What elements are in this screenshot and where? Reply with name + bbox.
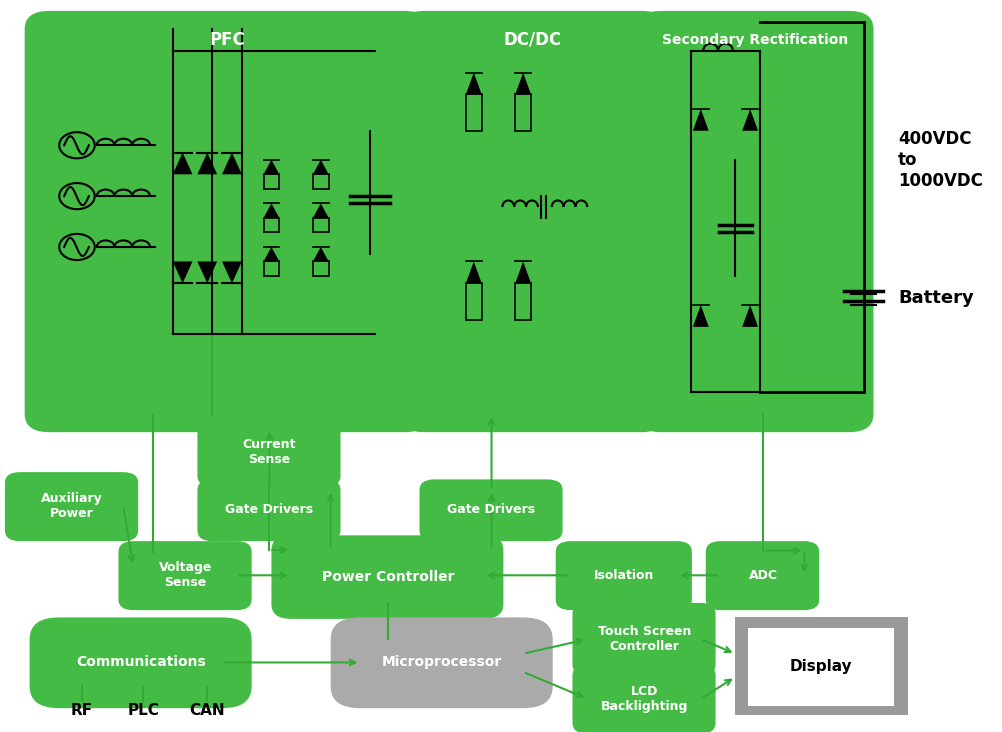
FancyBboxPatch shape [197, 418, 341, 487]
Text: Display: Display [790, 660, 853, 674]
Bar [466, 94, 482, 131]
Text: Current
Sense: Current Sense [242, 438, 297, 466]
Polygon shape [222, 152, 241, 174]
Polygon shape [264, 247, 280, 261]
Text: Gate Drivers: Gate Drivers [225, 504, 314, 516]
Text: Touch Screen
Controller: Touch Screen Controller [598, 625, 691, 653]
Polygon shape [515, 72, 531, 94]
Polygon shape [515, 261, 531, 283]
Polygon shape [693, 305, 708, 327]
Bar [313, 218, 329, 233]
Text: RF: RF [71, 703, 93, 718]
Text: CAN: CAN [189, 703, 225, 718]
Bar [748, 627, 894, 706]
Bar [264, 174, 280, 189]
Bar [515, 94, 531, 131]
Text: Communications: Communications [76, 655, 206, 670]
FancyBboxPatch shape [118, 541, 252, 610]
Bar [735, 617, 908, 715]
Bar [264, 261, 280, 276]
Polygon shape [264, 160, 280, 174]
FancyBboxPatch shape [705, 541, 820, 610]
FancyBboxPatch shape [30, 617, 252, 708]
Text: 400VDC
to
1000VDC: 400VDC to 1000VDC [898, 130, 983, 190]
Polygon shape [197, 261, 217, 283]
Polygon shape [693, 109, 708, 131]
Text: Power Controller: Power Controller [322, 570, 454, 584]
Polygon shape [742, 109, 759, 131]
Polygon shape [222, 261, 241, 283]
FancyBboxPatch shape [331, 617, 553, 708]
Bar [515, 283, 531, 320]
FancyBboxPatch shape [272, 535, 503, 619]
FancyBboxPatch shape [197, 479, 341, 541]
Polygon shape [742, 305, 759, 327]
Text: Gate Drivers: Gate Drivers [448, 504, 536, 516]
Text: Isolation: Isolation [593, 569, 654, 582]
Polygon shape [466, 261, 482, 283]
Bar [313, 261, 329, 276]
Bar [466, 283, 482, 320]
Text: PLC: PLC [127, 703, 159, 718]
Text: PFC: PFC [209, 31, 244, 49]
FancyBboxPatch shape [420, 479, 562, 541]
FancyBboxPatch shape [572, 603, 715, 676]
Polygon shape [172, 152, 192, 174]
Text: Auxiliary
Power: Auxiliary Power [41, 493, 103, 520]
Bar [313, 174, 329, 189]
Polygon shape [172, 261, 192, 283]
FancyBboxPatch shape [572, 665, 715, 732]
Text: Battery: Battery [898, 289, 974, 307]
Text: Secondary Rectification: Secondary Rectification [662, 33, 848, 47]
Polygon shape [313, 203, 329, 218]
Text: Microprocessor: Microprocessor [382, 655, 502, 670]
FancyBboxPatch shape [400, 11, 666, 432]
Text: ADC: ADC [748, 569, 778, 582]
Polygon shape [264, 203, 280, 218]
FancyBboxPatch shape [5, 472, 138, 541]
FancyBboxPatch shape [556, 541, 692, 610]
Bar [264, 218, 280, 233]
Polygon shape [197, 152, 217, 174]
Polygon shape [313, 247, 329, 261]
Text: LCD
Backlighting: LCD Backlighting [601, 684, 688, 713]
FancyBboxPatch shape [25, 11, 429, 432]
Text: Voltage
Sense: Voltage Sense [159, 561, 212, 589]
Polygon shape [313, 160, 329, 174]
Polygon shape [466, 72, 482, 94]
Text: DC/DC: DC/DC [504, 31, 562, 49]
FancyBboxPatch shape [636, 11, 874, 432]
